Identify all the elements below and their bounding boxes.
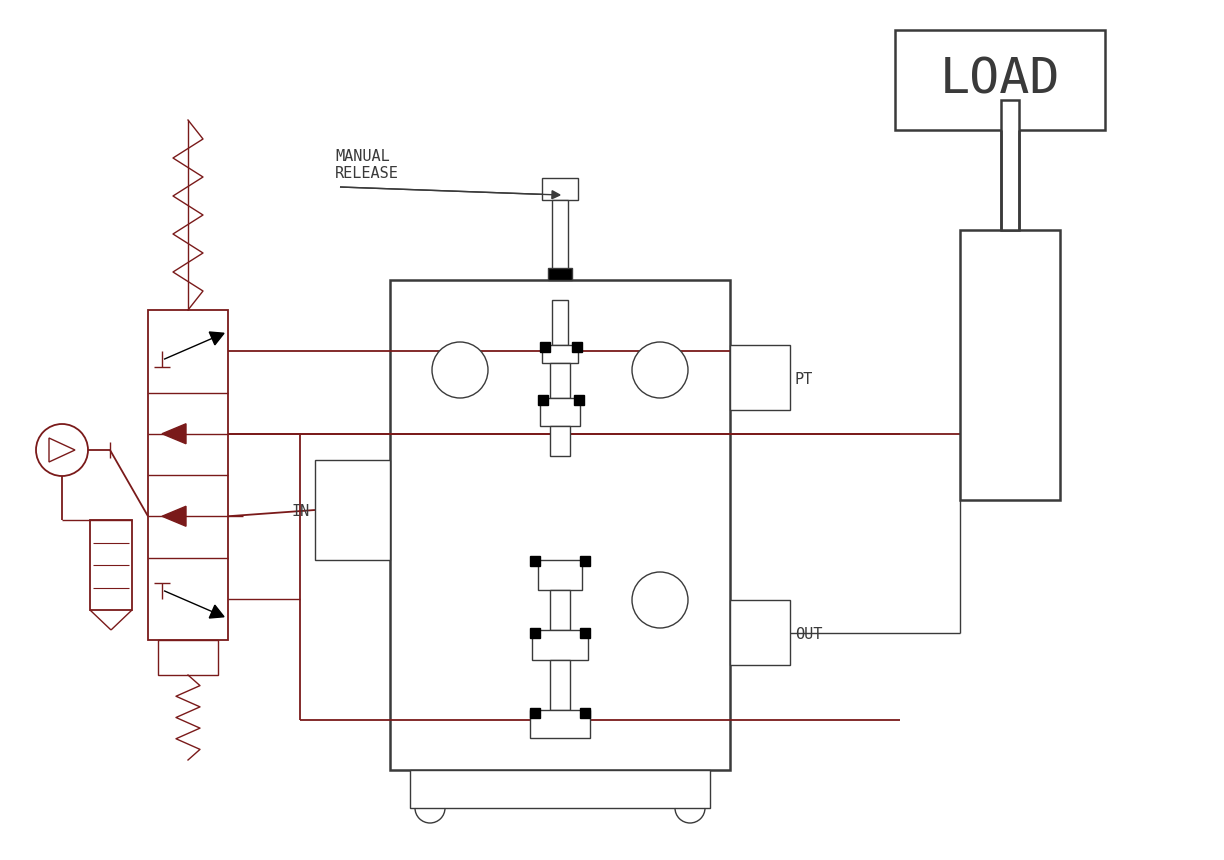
Bar (580, 628, 590, 638)
Bar (91, 520, 132, 610)
Bar (550, 660, 570, 710)
Text: IN: IN (291, 505, 310, 519)
Bar (580, 708, 590, 718)
Bar (960, 230, 1060, 500)
Bar (580, 556, 590, 566)
Polygon shape (162, 424, 186, 444)
Polygon shape (49, 438, 75, 462)
Bar (530, 556, 540, 566)
Bar (148, 310, 228, 640)
Bar (390, 280, 730, 770)
Bar (540, 342, 550, 352)
Bar (540, 398, 580, 426)
Bar (552, 300, 568, 345)
Bar (530, 710, 590, 738)
Circle shape (432, 342, 488, 398)
Bar (542, 178, 578, 200)
Polygon shape (552, 191, 561, 199)
Bar (158, 640, 218, 675)
Bar (532, 630, 588, 660)
Bar (574, 395, 584, 405)
Text: OUT: OUT (796, 627, 823, 642)
Bar (539, 395, 548, 405)
Bar (530, 628, 540, 638)
Bar (730, 345, 789, 410)
Bar (390, 280, 730, 770)
Bar (730, 600, 789, 665)
Text: LOAD: LOAD (940, 56, 1060, 104)
Circle shape (35, 424, 88, 476)
Bar (315, 460, 390, 560)
Bar (410, 770, 710, 808)
Bar (550, 363, 570, 398)
Bar (550, 590, 570, 630)
Bar (572, 342, 581, 352)
Bar (548, 268, 572, 280)
Circle shape (632, 342, 688, 398)
Polygon shape (209, 332, 224, 345)
Polygon shape (162, 507, 186, 526)
Text: MANUAL
RELEASE: MANUAL RELEASE (335, 149, 399, 181)
Bar (530, 708, 540, 718)
Bar (550, 426, 570, 456)
Bar (1001, 100, 1020, 230)
Bar (410, 770, 710, 808)
Bar (895, 30, 1105, 130)
Polygon shape (209, 605, 224, 618)
Bar (539, 560, 581, 590)
Bar (542, 345, 578, 363)
Circle shape (632, 572, 688, 628)
Text: PT: PT (796, 372, 813, 387)
Bar (552, 200, 568, 270)
